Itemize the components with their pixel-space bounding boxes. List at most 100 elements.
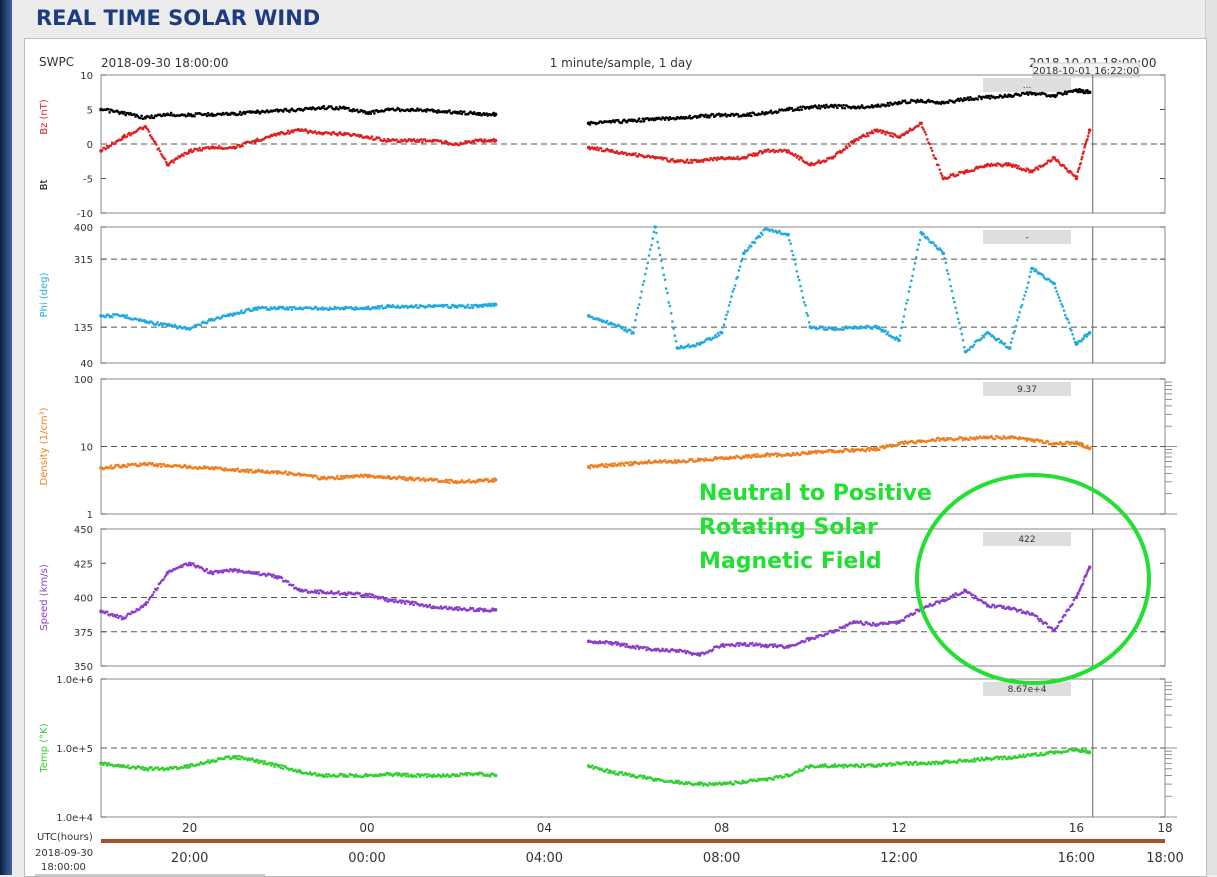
value-readout: 8.67e+4 [1008, 685, 1047, 695]
data-point [877, 762, 881, 766]
data-point [373, 112, 376, 115]
data-point [227, 570, 231, 573]
data-point [268, 761, 272, 765]
x-tick-label-lower: 20:00 [171, 851, 208, 866]
data-point [352, 476, 355, 479]
data-point [746, 249, 749, 252]
data-point [634, 318, 637, 322]
y-tick-label: 375 [74, 628, 93, 639]
data-point [1019, 93, 1023, 97]
data-point [371, 109, 375, 113]
data-point [385, 140, 389, 143]
data-point [182, 154, 185, 157]
data-point [116, 110, 120, 114]
data-point [950, 289, 954, 293]
data-point [673, 781, 677, 784]
x-tick-label-lower: 18:00 [1146, 851, 1183, 866]
data-point [465, 774, 469, 777]
y-tick-label: 350 [74, 662, 93, 673]
data-point [946, 272, 950, 276]
data-point [105, 764, 109, 767]
data-point [125, 614, 129, 617]
data-point [464, 771, 467, 775]
y-axis-label: Speed (km/s) [39, 564, 50, 631]
data-point [109, 464, 113, 467]
data-point [736, 275, 739, 279]
data-point [958, 99, 961, 103]
y-tick-label: 1.0e+5 [56, 744, 93, 755]
data-point [971, 345, 975, 349]
data-point [818, 107, 822, 110]
y-axis-label: Temp (°K) [39, 723, 50, 773]
data-point [472, 140, 476, 144]
data-point [235, 568, 238, 572]
data-point [951, 296, 955, 300]
data-point [877, 448, 881, 452]
data-point [157, 147, 161, 150]
data-point [152, 116, 156, 120]
data-point [1087, 565, 1092, 570]
data-point [278, 133, 281, 136]
data-point [715, 158, 719, 162]
data-point [706, 651, 710, 654]
data-point [832, 765, 836, 769]
data-point [625, 643, 629, 646]
data-point [794, 262, 797, 266]
data-point [155, 588, 158, 592]
data-point [315, 474, 318, 478]
data-point [907, 614, 911, 618]
data-point [279, 766, 283, 770]
data-point [796, 770, 800, 774]
data-point [1061, 305, 1065, 308]
data-point [256, 137, 259, 141]
data-point [815, 451, 818, 455]
data-point [1065, 92, 1068, 96]
data-point [704, 113, 707, 116]
data-point [333, 107, 337, 111]
data-point [997, 337, 1001, 341]
data-point [1060, 619, 1063, 623]
data-point [363, 109, 366, 113]
data-point [1076, 170, 1080, 173]
data-point [640, 120, 643, 123]
x-tick-label-lower: 12:00 [880, 851, 917, 866]
y-tick-label: 10 [80, 443, 93, 454]
data-point [268, 135, 272, 139]
data-point [941, 251, 946, 256]
data-point [663, 458, 667, 462]
data-point [616, 118, 620, 122]
data-point [174, 324, 178, 328]
data-point [749, 456, 753, 459]
data-point [728, 780, 732, 784]
data-point [751, 641, 754, 645]
data-point [879, 105, 882, 108]
data-point [916, 248, 919, 252]
data-point [672, 461, 675, 464]
data-point [756, 453, 759, 456]
data-point [719, 330, 724, 335]
data-point [132, 112, 136, 116]
data-point [845, 146, 849, 150]
data-point [1024, 437, 1028, 440]
solar-wind-chart: SWPC 2018-09-30 18:00:00 1 minute/sample… [35, 55, 1184, 876]
data-point [932, 241, 935, 245]
data-point [1027, 281, 1030, 284]
data-point [1012, 331, 1015, 335]
data-point [865, 132, 869, 135]
data-point [421, 140, 424, 144]
data-point [661, 266, 664, 270]
data-point [671, 157, 674, 161]
data-point [974, 760, 977, 763]
data-point [743, 641, 747, 645]
data-point [688, 161, 691, 164]
data-point [309, 771, 312, 774]
left-window-strip [0, 0, 12, 875]
data-point [621, 462, 625, 466]
data-point [208, 571, 211, 575]
data-point [636, 119, 640, 122]
data-point [285, 306, 289, 309]
data-point [1055, 94, 1058, 97]
data-point [604, 462, 608, 466]
